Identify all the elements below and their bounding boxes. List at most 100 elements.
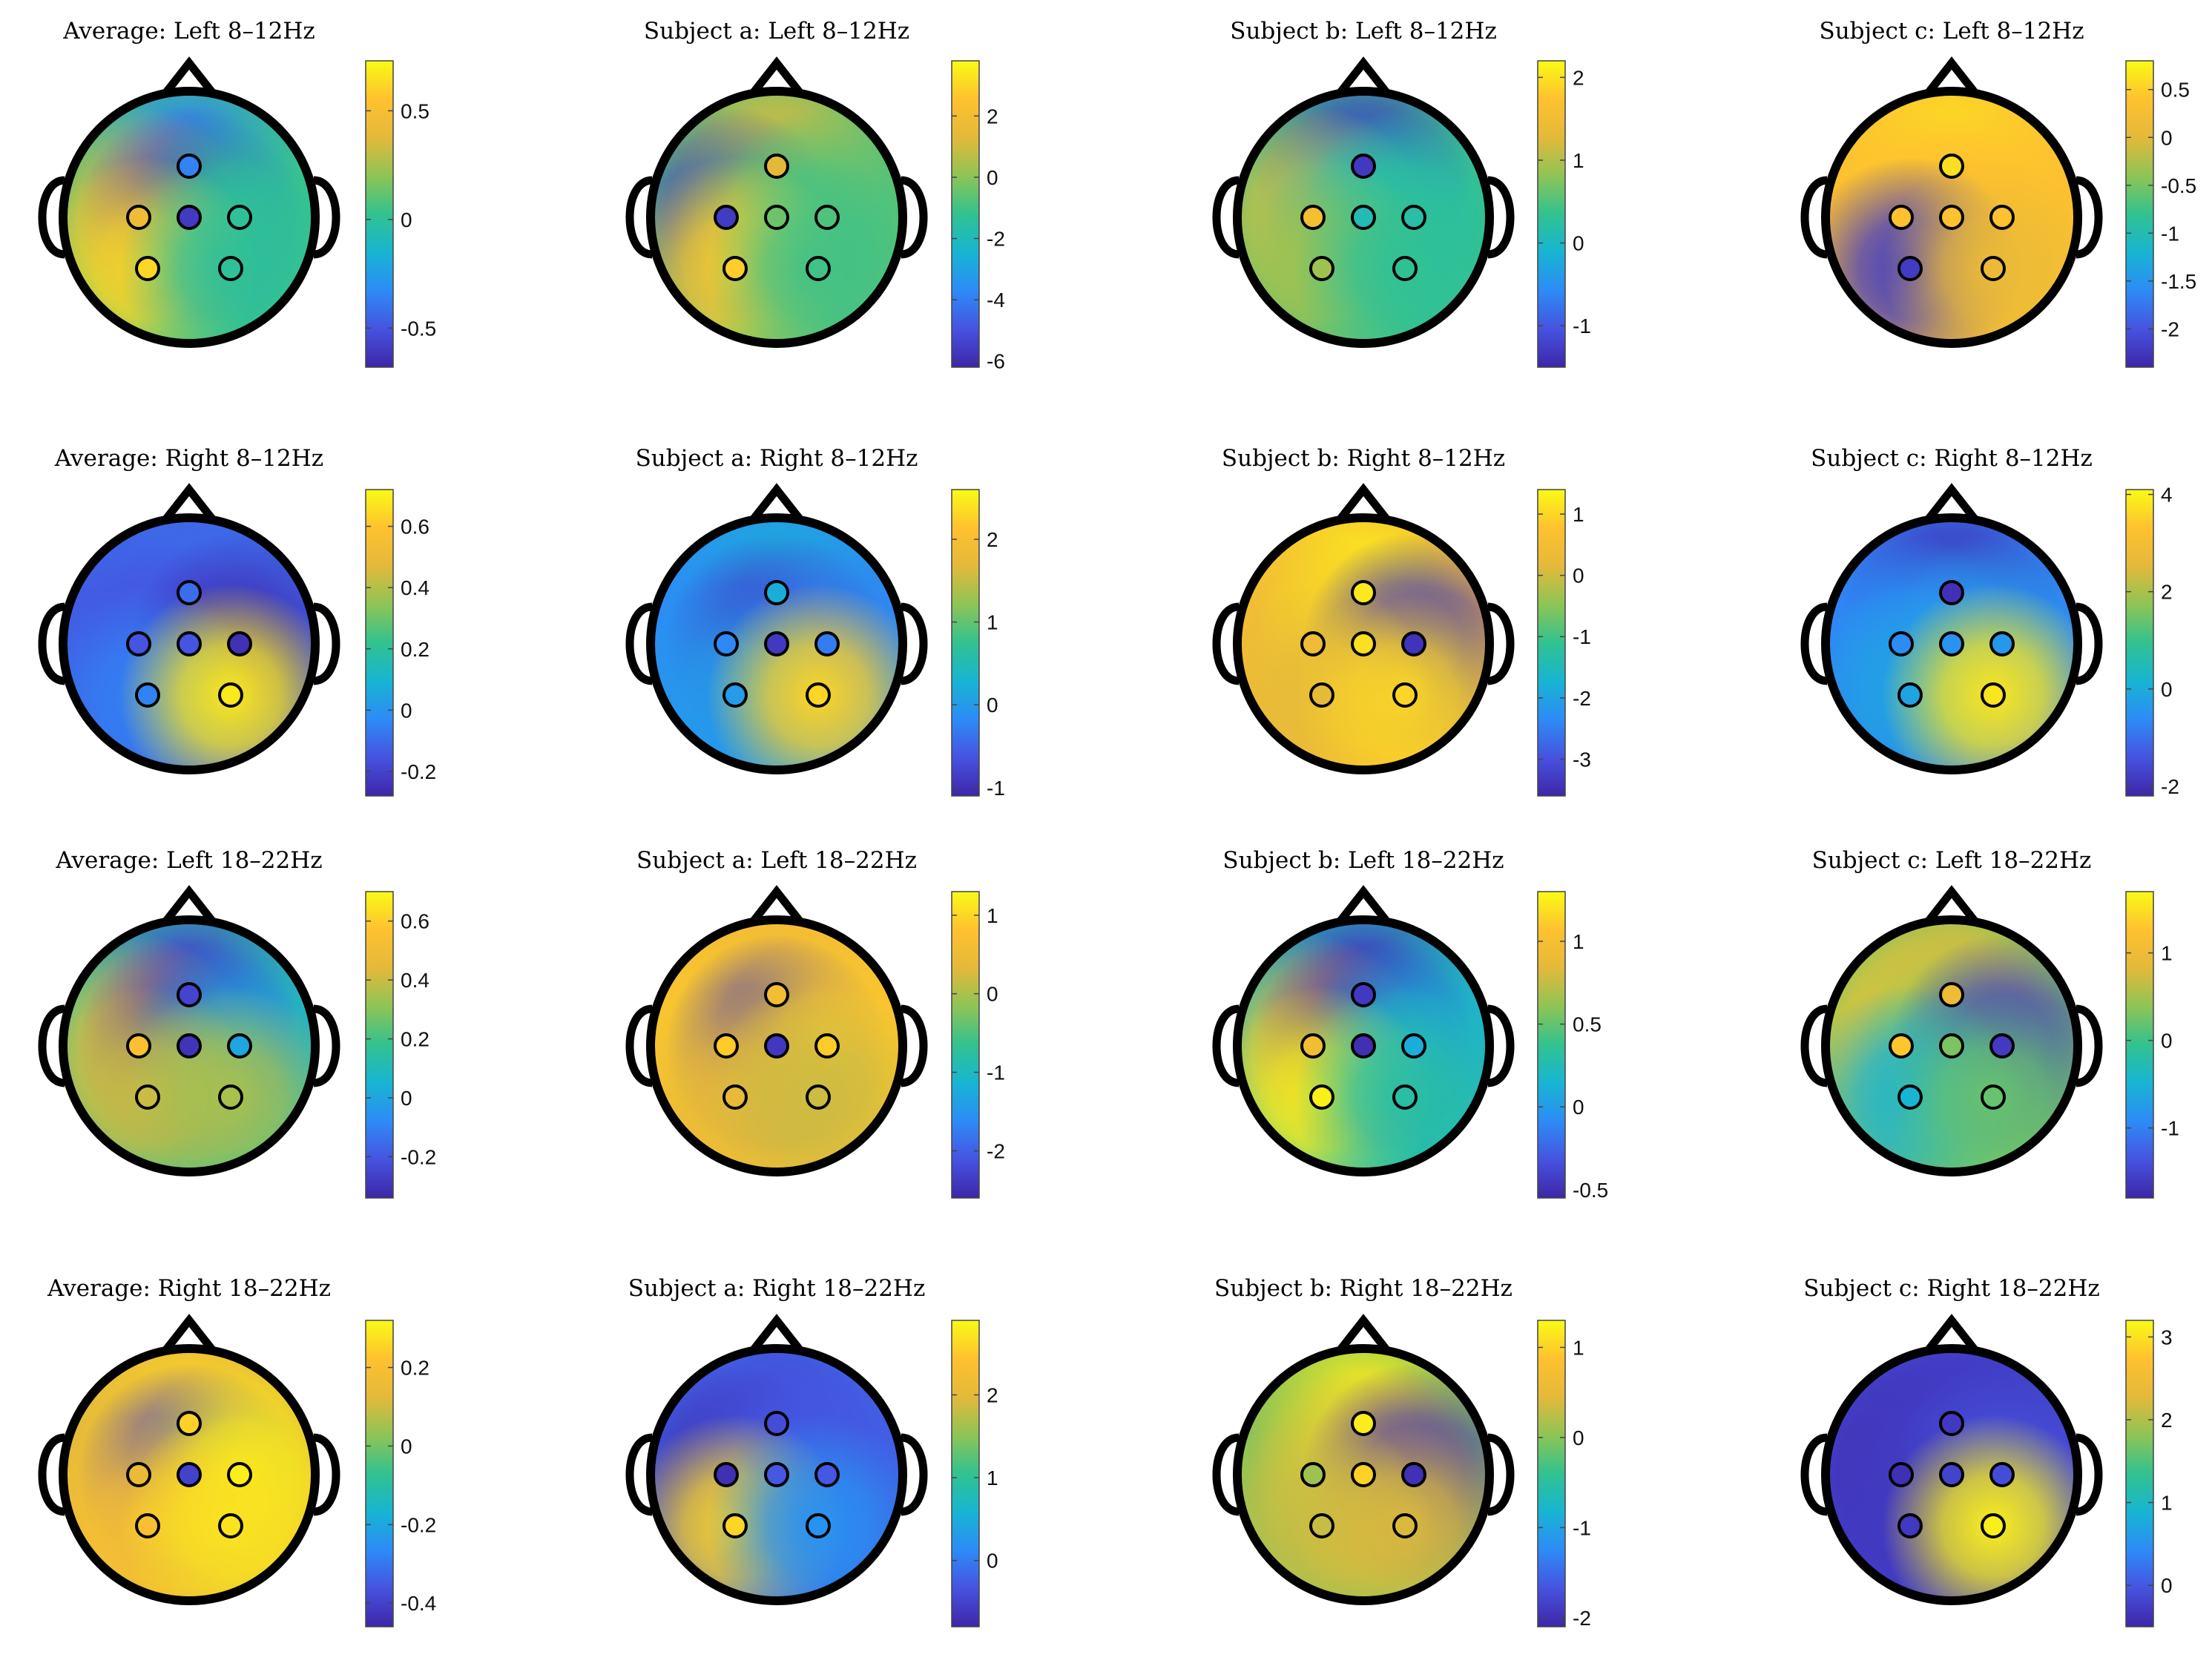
head-outline [59, 513, 320, 774]
left-ear-outline [1212, 602, 1240, 685]
colorbar-tick-label: 3 [2161, 1326, 2173, 1349]
head-outline [1233, 915, 1494, 1176]
electrode-front [1939, 1411, 1964, 1436]
topoplot-panel: Subject b: Right 8–12Hz -3 -2 -1 0 1 [1212, 445, 1591, 797]
electrode-front [1939, 580, 1964, 605]
colorbar-tick-label: -0.4 [401, 1592, 436, 1615]
colorbar [1537, 1320, 1566, 1627]
left-ear-outline [1800, 176, 1828, 259]
electrode-center-left [1300, 1462, 1326, 1487]
electrode-back-right [1981, 256, 2006, 281]
electrode-center [177, 205, 202, 230]
colorbar-tick-label: 0 [987, 983, 998, 1006]
electrode-center-left [714, 1033, 739, 1059]
electrode-back-left [1897, 1513, 1923, 1538]
nose-outline [1335, 56, 1392, 97]
colorbar-tick-label: 0 [401, 208, 412, 231]
left-ear-outline [1212, 1004, 1240, 1087]
head-outline [1821, 513, 2082, 774]
panel-title: Subject a: Right 8–12Hz [636, 445, 918, 472]
right-ear-outline [2076, 1433, 2103, 1516]
panel-title: Average: Right 8–12Hz [54, 445, 323, 472]
colorbar-tick-label: 0 [2161, 1030, 2173, 1053]
head-outline [1233, 513, 1494, 774]
electrode-center-left [126, 631, 151, 656]
electrode-center-right [814, 631, 840, 656]
colorbar-tick-label: -0.2 [401, 760, 436, 783]
colorbar-tick-label: 0 [401, 699, 412, 722]
nose-outline [1923, 56, 1980, 97]
electrode-center-left [714, 205, 739, 230]
colorbar-tick-label: -3 [1573, 748, 1591, 771]
electrode-center [1351, 631, 1376, 656]
electrode-center-left [1889, 1462, 1914, 1487]
topoplot-panel: Subject c: Right 8–12Hz -2 0 2 4 [1800, 445, 2179, 798]
nose-outline [1923, 885, 1980, 926]
colorbar [365, 489, 394, 797]
colorbar-tick-label: 2 [987, 528, 998, 551]
left-ear-outline [38, 176, 65, 259]
colorbar-tick-label: -4 [987, 289, 1005, 312]
electrode-front [1351, 1411, 1376, 1436]
colorbar-tick-label: -1 [2161, 1117, 2179, 1140]
electrode-back-right [806, 1513, 831, 1538]
electrode-back-right [218, 1084, 243, 1110]
colorbar-tick-label: 1 [987, 611, 998, 634]
panel-title: Average: Left 8–12Hz [62, 18, 315, 45]
electrode-center-left [1300, 631, 1326, 656]
electrode-back-left [135, 1084, 160, 1110]
electrode-back-left [1309, 682, 1334, 708]
colorbar-tick-label: 0 [987, 166, 998, 189]
colorbar-tick-label: 0.4 [401, 969, 429, 992]
left-ear-outline [625, 602, 653, 685]
colorbar-tick-label: 1 [1573, 149, 1584, 172]
panel-title: Average: Right 18–22Hz [47, 1275, 331, 1302]
left-ear-outline [38, 1433, 65, 1516]
electrode-back-right [806, 1084, 831, 1110]
nose-outline [748, 885, 805, 926]
topoplot-panel: Subject b: Right 18–22Hz -2 -1 0 1 [1212, 1275, 1591, 1630]
topoplot-panel: Subject b: Left 8–12Hz -1 0 1 2 [1212, 18, 1591, 368]
colorbar [365, 891, 394, 1199]
colorbar-tick-label: 1 [1573, 1336, 1584, 1359]
topoplot-panel: Average: Left 8–12Hz -0.5 0 0.5 [38, 18, 436, 368]
colorbar-tick-label: -0.2 [401, 1145, 436, 1168]
left-ear-outline [625, 1004, 653, 1087]
right-ear-outline [313, 1004, 340, 1087]
nose-outline [748, 1314, 805, 1354]
head-outline [1821, 915, 2082, 1176]
electrode-front [1351, 154, 1376, 179]
electrode-center-left [1300, 205, 1326, 230]
electrode-back-left [722, 1513, 748, 1538]
electrode-front [1351, 580, 1376, 605]
topoplot-panel: Subject a: Right 18–22Hz 0 1 2 [625, 1275, 998, 1627]
electrode-back-left [135, 1513, 160, 1538]
panel-title: Subject a: Left 18–22Hz [636, 847, 917, 874]
electrode-center-right [1401, 1462, 1426, 1487]
colorbar-tick-label: 0 [1573, 1096, 1584, 1119]
colorbar-tick-label: 2 [2161, 1409, 2173, 1432]
electrode-front [177, 1411, 202, 1436]
colorbar-tick-label: 0.2 [401, 638, 429, 661]
electrode-back-left [722, 1084, 748, 1110]
colorbar-tick-label: -1 [2161, 222, 2179, 245]
colorbar-tick-label: 0 [2161, 1574, 2173, 1597]
electrode-center [764, 1462, 789, 1487]
electrode-center [1939, 205, 1964, 230]
topoplot-panel: Average: Left 18–22Hz -0.2 0 0.2 0.4 0.6 [38, 847, 436, 1199]
nose-outline [161, 483, 217, 524]
colorbar [365, 1320, 394, 1627]
colorbar-tick-label: -1 [987, 777, 1005, 800]
colorbar-tick-label: 4 [2161, 484, 2173, 507]
head-outline [1821, 1344, 2082, 1605]
colorbar-tick-label: 0 [987, 1550, 998, 1573]
colorbar-tick-label: 0 [987, 694, 998, 717]
electrode-back-right [1392, 682, 1418, 708]
electrode-front [764, 1411, 789, 1436]
head-outline [59, 87, 320, 348]
electrode-back-right [1392, 256, 1418, 281]
electrode-back-left [722, 682, 748, 708]
electrode-center-left [1300, 1033, 1326, 1059]
colorbar-tick-label: 1 [2161, 1492, 2173, 1515]
right-ear-outline [2076, 1004, 2103, 1087]
